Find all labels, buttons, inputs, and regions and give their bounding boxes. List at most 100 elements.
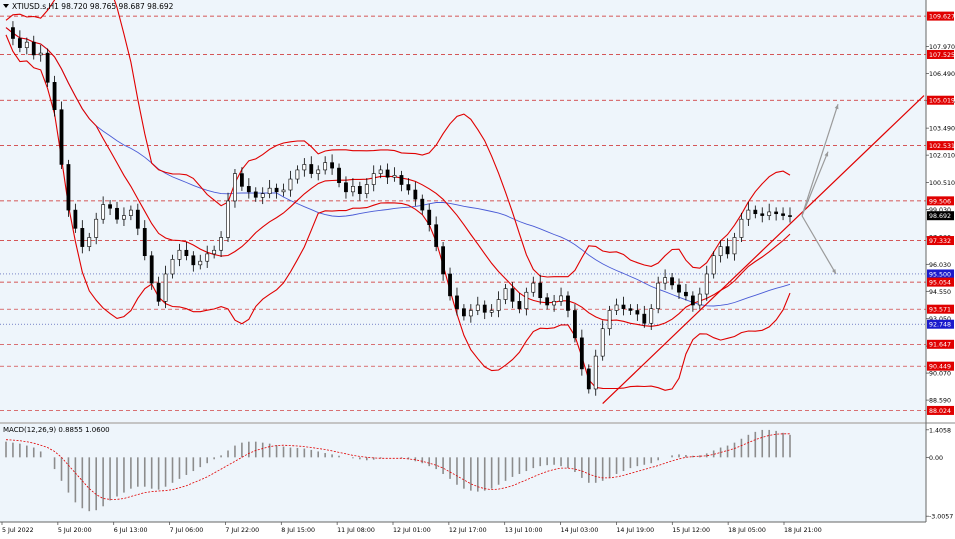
y-tick-label: 99.030	[929, 207, 951, 214]
arrow-head-icon[interactable]	[834, 104, 839, 110]
x-tick-label: 8 Jul 15:00	[281, 527, 315, 534]
candle-body	[573, 310, 577, 339]
candle-body	[593, 355, 598, 390]
candle-body	[191, 255, 196, 266]
y-tick-label: 90.070	[929, 371, 951, 378]
candle-body	[156, 282, 161, 302]
price-tag-box	[927, 49, 954, 59]
candle-body	[510, 288, 515, 302]
candle-body	[371, 173, 376, 185]
candle-body	[642, 313, 647, 324]
candles	[11, 21, 792, 396]
candle-body	[233, 173, 237, 202]
candle-body	[788, 215, 792, 217]
candle-body	[80, 228, 85, 247]
candle-body	[260, 193, 265, 198]
price-tag-label: 102.531	[929, 143, 955, 150]
y-tick-label: 94.550	[929, 289, 951, 296]
candle-body	[579, 337, 584, 370]
candle-body	[684, 291, 688, 297]
candle-body	[122, 215, 126, 220]
candle-body	[545, 297, 550, 306]
candle-body	[441, 246, 445, 275]
candle-body	[59, 109, 64, 165]
candle-body	[385, 169, 390, 178]
candle-body	[52, 82, 57, 110]
x-tick-label: 15 Jul 12:00	[672, 527, 710, 534]
candle-body	[746, 209, 751, 220]
price-tag-box	[927, 95, 954, 105]
x-tick-label: 18 Jul 21:00	[784, 527, 822, 534]
projection-arrow-line[interactable]	[801, 215, 837, 275]
candle-body	[462, 308, 466, 317]
price-tag-label: 95.054	[929, 280, 951, 287]
candle-body	[531, 282, 536, 293]
candle-body	[559, 295, 563, 302]
triangle-down-icon[interactable]	[3, 4, 9, 8]
candle-body	[295, 169, 300, 180]
candle-body	[38, 52, 43, 56]
y-tick-label: 100.510	[929, 180, 955, 187]
projection-arrow-line[interactable]	[801, 151, 829, 216]
y-tick-label: 103.490	[929, 126, 955, 133]
bb-upper	[5, 0, 791, 278]
candle-body	[170, 259, 175, 275]
price-tag-box	[927, 269, 954, 279]
candle-body	[718, 246, 723, 257]
x-tick-label: 7 Jul 22:00	[225, 527, 259, 534]
x-tick-label: 18 Jul 05:00	[728, 527, 766, 534]
candle-body	[184, 249, 189, 257]
candle-body	[753, 209, 758, 215]
candle-body	[600, 328, 605, 357]
candle-body	[351, 186, 355, 193]
price-tag-label: 105.019	[929, 98, 955, 105]
candle-body	[239, 173, 244, 187]
projection-arrow-line[interactable]	[801, 104, 839, 216]
macd-tick-label: 1.4058	[929, 427, 951, 434]
price-tag-box	[927, 277, 954, 287]
candle-body	[177, 249, 182, 260]
price-tag-label: 92.748	[929, 322, 951, 329]
candle-body	[226, 200, 230, 238]
candle-body	[115, 207, 119, 220]
candle-body	[205, 253, 210, 262]
price-tag-box	[927, 236, 954, 246]
symbol-info: XTIUSD.s,H1 98.720 98.765 98.687 98.692	[12, 2, 174, 11]
price-tag-label: 107.525	[929, 52, 955, 59]
chart-header: XTIUSD.s,H1 98.720 98.765 98.687 98.692	[3, 2, 174, 11]
candle-body	[781, 213, 785, 216]
candle-body	[413, 189, 418, 200]
price-tag-label: 91.647	[929, 342, 951, 349]
macd-panel-background[interactable]	[0, 424, 926, 522]
candle-body	[330, 162, 334, 169]
candle-body	[614, 304, 619, 311]
bb-middle	[5, 27, 791, 327]
arrow-head-icon[interactable]	[824, 151, 829, 157]
trendline[interactable]	[602, 95, 925, 405]
macd-tick-label: -3.0057	[929, 514, 953, 521]
price-tag-box	[927, 405, 954, 415]
candle-body	[628, 308, 633, 311]
candle-body	[406, 184, 411, 191]
bollinger-bands	[5, 0, 791, 391]
x-tick-label: 14 Jul 03:00	[561, 527, 599, 534]
candle-body	[663, 277, 668, 284]
arrow-head-icon[interactable]	[831, 269, 836, 274]
y-tick-label: 96.030	[929, 262, 951, 269]
candle-body	[434, 224, 439, 247]
price-tag-label: 88.024	[929, 408, 951, 415]
price-tag-box	[927, 11, 954, 21]
candle-body	[17, 38, 22, 48]
candle-body	[704, 273, 709, 295]
candle-body	[635, 310, 640, 315]
macd-label: MACD(12,26,9) 0.8855 1.0600	[3, 426, 110, 434]
price-tag-label: 90.449	[929, 364, 951, 371]
projection-arrows[interactable]	[801, 104, 839, 275]
support-trendline[interactable]	[602, 95, 925, 405]
candle-body	[316, 169, 321, 174]
y-tick-label: 88.590	[929, 398, 951, 405]
price-panel-background[interactable]	[0, 0, 926, 422]
candle-body	[101, 204, 106, 220]
candle-body	[378, 169, 383, 174]
